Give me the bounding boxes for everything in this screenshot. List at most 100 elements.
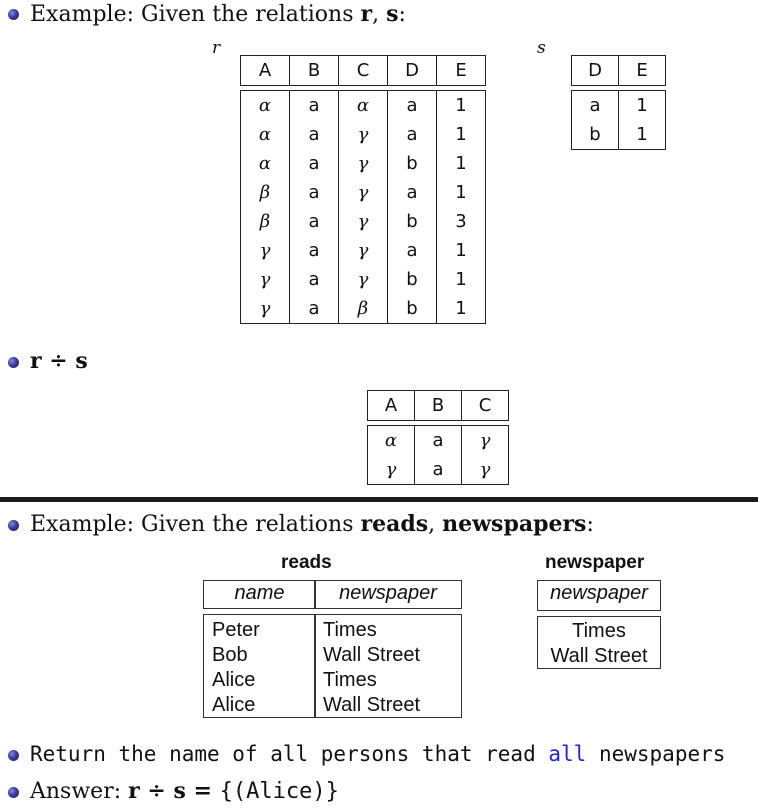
table-cell: γ — [461, 455, 509, 485]
column-header: E — [618, 55, 666, 86]
bullet-icon — [8, 520, 19, 531]
relation-r-name: r — [212, 38, 221, 58]
table-cell: γ — [338, 236, 388, 265]
reads-body-newspaper: Times Wall Street Times Wall Street — [314, 614, 462, 718]
table-cell: α — [240, 120, 290, 149]
newspaper-body: Times Wall Street — [537, 616, 661, 669]
table-cell: 1 — [436, 294, 486, 324]
table-cell: 1 — [436, 178, 486, 207]
relation-s-name: s — [537, 38, 546, 58]
table-cell: γ — [461, 425, 509, 455]
table-cell: a — [289, 178, 339, 207]
list-item: Wall Street — [550, 645, 648, 667]
table-cell: 1 — [436, 265, 486, 294]
list-item: Times — [323, 669, 377, 691]
newspaper-caption: newspaper — [545, 552, 645, 573]
table-cell: a — [289, 149, 339, 178]
bullet-icon — [8, 9, 19, 20]
table-cell: b — [387, 149, 437, 178]
table-cell: α — [367, 425, 415, 455]
table-cell: b — [387, 294, 437, 324]
bullet-icon — [8, 787, 19, 798]
column-header: B — [414, 390, 462, 421]
table-cell: a — [387, 90, 437, 120]
answer-text: Answer: r ÷ s = {(Alice)} — [30, 778, 339, 804]
column-header: B — [289, 55, 339, 86]
table-cell: a — [289, 120, 339, 149]
list-item: Peter — [212, 619, 260, 641]
table-cell: γ — [338, 120, 388, 149]
list-item: Wall Street — [323, 644, 421, 666]
reads-header-newspaper: newspaper — [314, 580, 462, 609]
reads-header-name: name — [203, 580, 316, 609]
table-cell: γ — [240, 265, 290, 294]
newspaper-header: newspaper — [537, 580, 661, 611]
column-header: A — [367, 390, 415, 421]
list-item: Wall Street — [323, 694, 421, 716]
table-cell: β — [240, 178, 290, 207]
table-cell: α — [240, 149, 290, 178]
table-cell: γ — [338, 207, 388, 236]
table-cell: γ — [367, 455, 415, 485]
table-cell: 3 — [436, 207, 486, 236]
list-item: Alice — [212, 669, 256, 691]
table-cell: b — [571, 120, 619, 150]
table-cell: a — [289, 294, 339, 324]
example-intro-2: Example: Given the relations reads, news… — [30, 511, 594, 537]
table-cell: 1 — [618, 90, 666, 120]
table-cell: 1 — [436, 236, 486, 265]
division-label: r ÷ s — [30, 348, 88, 374]
table-cell: γ — [338, 149, 388, 178]
table-cell: b — [387, 207, 437, 236]
column-header: E — [436, 55, 486, 86]
example-intro-1: Example: Given the relations r, s: — [30, 1, 406, 27]
column-header: C — [338, 55, 388, 86]
column-header: C — [461, 390, 509, 421]
table-cell: a — [387, 178, 437, 207]
list-item: Times — [323, 619, 377, 641]
column-header: D — [571, 55, 619, 86]
column-header: A — [240, 55, 290, 86]
table-cell: a — [571, 90, 619, 120]
table-cell: 1 — [436, 149, 486, 178]
table-cell: β — [338, 294, 388, 324]
table-cell: a — [289, 207, 339, 236]
table-cell: β — [240, 207, 290, 236]
table-cell: 1 — [436, 120, 486, 149]
table-cell: a — [387, 236, 437, 265]
slide-divider — [0, 497, 758, 502]
table-cell: α — [338, 90, 388, 120]
column-header: D — [387, 55, 437, 86]
table-cell: b — [387, 265, 437, 294]
table-cell: γ — [240, 236, 290, 265]
bullet-icon — [8, 357, 19, 368]
table-cell: α — [240, 90, 290, 120]
table-cell: 1 — [618, 120, 666, 150]
table-cell: γ — [338, 265, 388, 294]
table-cell: a — [387, 120, 437, 149]
table-cell: a — [289, 265, 339, 294]
reads-caption: reads — [281, 552, 332, 573]
question-text: Return the name of all persons that read… — [30, 742, 726, 766]
list-item: Bob — [212, 644, 248, 666]
bullet-icon — [8, 750, 19, 761]
list-item: Alice — [212, 694, 256, 716]
table-cell: 1 — [436, 90, 486, 120]
table-cell: γ — [338, 178, 388, 207]
table-cell: γ — [240, 294, 290, 324]
table-cell: a — [414, 425, 462, 455]
list-item: Times — [572, 620, 626, 642]
